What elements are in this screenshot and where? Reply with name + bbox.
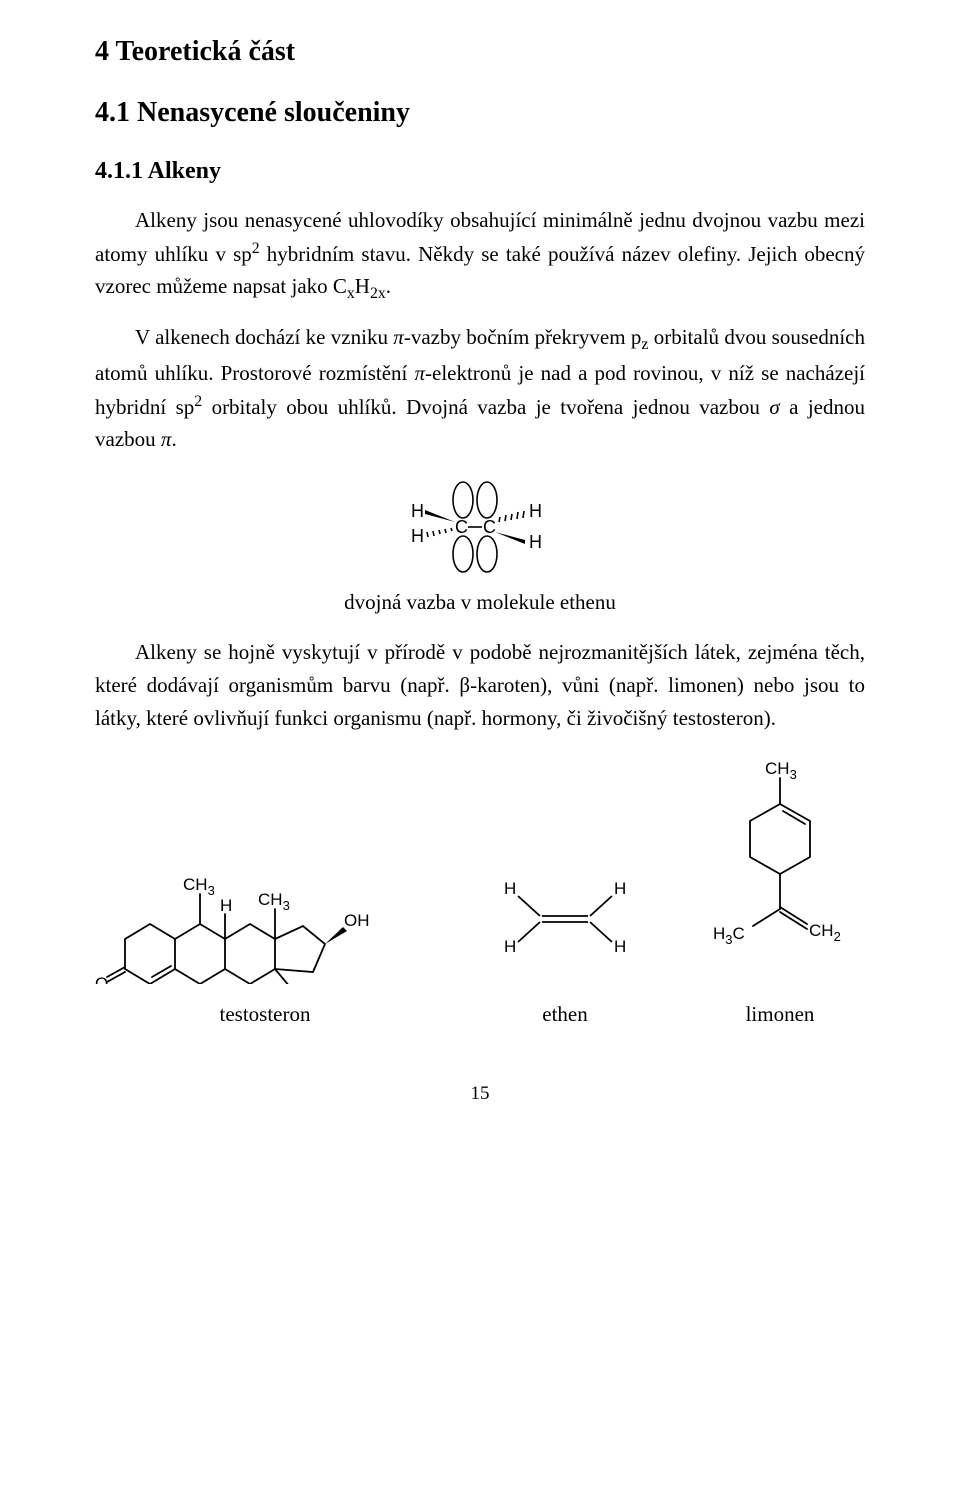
label-h3c-h: H — [713, 924, 725, 943]
p1-sub-x: x — [347, 285, 355, 302]
paragraph-3: Alkeny se hojně vyskytují v přírodě v po… — [95, 636, 865, 734]
p2-text-b: -vazby bočním překryvem p — [404, 325, 642, 349]
svg-text:CH3: CH3 — [258, 890, 290, 913]
atom-H: H — [529, 501, 542, 521]
p2-text-e: orbitaly obou uhlíků. Dvojná vazba je tv… — [202, 395, 769, 419]
p2-pi-1: π — [393, 325, 404, 349]
atom-C: C — [483, 517, 496, 537]
label-ch2: CH — [809, 921, 834, 940]
label-oh: OH — [344, 911, 370, 930]
label-ch3-sub: 3 — [790, 767, 797, 782]
heading-level-2: 4.1 Nenasycené sloučeniny — [95, 91, 865, 134]
label-ch3-2: CH — [258, 890, 283, 909]
p1-text-d: . — [386, 274, 391, 298]
atom-C: C — [455, 517, 468, 537]
paragraph-1: Alkeny jsou nenasycené uhlovodíky obsahu… — [95, 204, 865, 307]
p2-text-a: V alkenech dochází ke vzniku — [135, 325, 393, 349]
label-h3c-c: C — [733, 924, 745, 943]
svg-text:CH3: CH3 — [183, 875, 215, 898]
molecule-captions: testosteron ethen limonen — [95, 998, 865, 1031]
figure-ethene-double-bond: H H H H C C — [95, 470, 865, 580]
atom-H: H — [411, 501, 424, 521]
limonene-structure: CH3 H3C CH2 — [695, 754, 865, 984]
atom-H: H — [529, 532, 542, 552]
svg-text:H3C: H3C — [713, 924, 745, 947]
caption-ethene-bond: dvojná vazba v molekule ethenu — [95, 586, 865, 619]
p2-pi-3: π — [161, 427, 172, 451]
molecules-row: CH3 CH3 OH H O H H H — [95, 754, 865, 984]
testosterone-structure: CH3 CH3 OH H O — [95, 764, 435, 984]
label-ch3-sub: 3 — [208, 883, 215, 898]
p2-sigma: σ — [769, 395, 779, 419]
label-h: H — [614, 879, 626, 898]
p2-pi-2: π — [414, 361, 425, 385]
label-ch3: CH — [183, 875, 208, 894]
heading-level-1: 4 Teoretická část — [95, 30, 865, 73]
page-number: 15 — [95, 1079, 865, 1108]
label-h: H — [220, 896, 232, 915]
label-ch2-sub: 2 — [834, 929, 841, 944]
ethene-structure: H H H H — [490, 854, 640, 984]
label-h: H — [504, 879, 516, 898]
label-o: O — [95, 974, 108, 984]
caption-ethene: ethen — [490, 998, 640, 1031]
p1-text-c: H — [355, 274, 370, 298]
p2-text-g: . — [171, 427, 176, 451]
atom-H: H — [411, 526, 424, 546]
paragraph-2: V alkenech dochází ke vzniku π-vazby boč… — [95, 321, 865, 456]
caption-testosterone: testosteron — [95, 998, 435, 1031]
caption-limonene: limonen — [695, 998, 865, 1031]
label-h3c-sub: 3 — [725, 932, 732, 947]
label-h: H — [504, 937, 516, 956]
p1-sub-2x: 2x — [370, 285, 386, 302]
svg-text:CH2: CH2 — [809, 921, 841, 944]
p2-sup: 2 — [194, 393, 202, 410]
label-ch3: CH — [765, 759, 790, 778]
label-h: H — [614, 937, 626, 956]
ethene-bond-svg: H H H H C C — [375, 470, 585, 580]
label-ch3-2-sub: 3 — [283, 898, 290, 913]
p1-sup: 2 — [252, 240, 260, 257]
heading-level-3: 4.1.1 Alkeny — [95, 153, 865, 190]
